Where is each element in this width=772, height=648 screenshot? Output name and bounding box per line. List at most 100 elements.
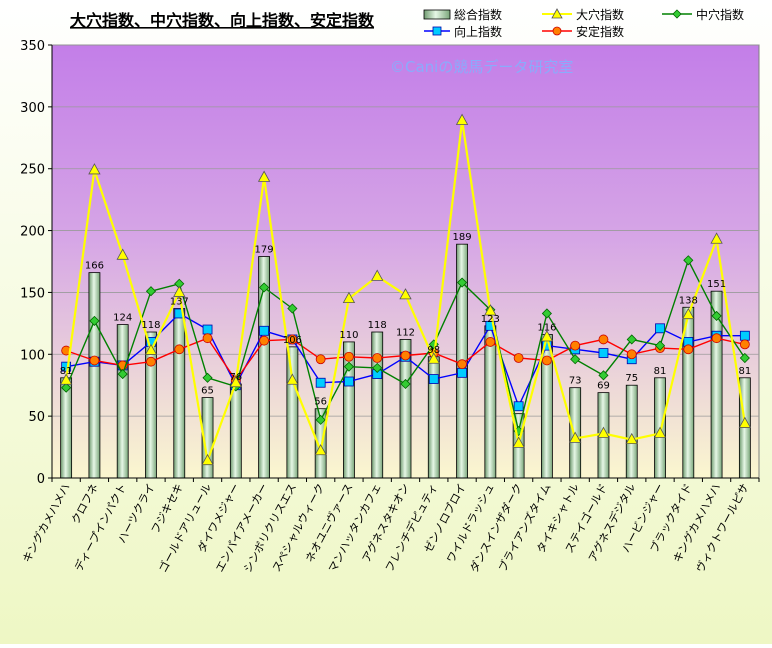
data-point — [739, 330, 750, 341]
data-point — [513, 353, 524, 363]
y-tick-label: 150 — [20, 286, 45, 301]
bar-data-label: 118 — [141, 320, 160, 331]
legend-item-antei: 安定指数 — [542, 24, 624, 39]
data-point — [202, 333, 213, 344]
data-point — [456, 277, 468, 288]
data-point — [400, 350, 411, 361]
data-point — [683, 344, 694, 355]
data-point — [144, 343, 158, 355]
legend-item-chuana: 中穴指数 — [662, 7, 744, 22]
y-tick-label: 300 — [20, 101, 45, 116]
data-point — [201, 453, 214, 466]
data-point — [117, 369, 128, 380]
data-point — [654, 340, 666, 351]
data-point — [315, 414, 326, 425]
data-point — [653, 426, 667, 438]
bar-data-label: 118 — [368, 320, 387, 331]
data-point — [540, 330, 554, 342]
data-point — [202, 324, 213, 335]
bar-data-label: 81 — [654, 366, 667, 377]
data-point — [400, 378, 411, 390]
bar-data-label: 56 — [314, 397, 327, 408]
data-point — [598, 348, 609, 358]
bar-data-label: 73 — [569, 376, 582, 387]
legend-label-kojo: 向上指数 — [454, 24, 502, 39]
chart-title: 大穴指数、中穴指数、向上指数、安定指数 — [70, 11, 375, 30]
bar-data-labels: 81 166 124 118 137 65 76 179 106 56 110 118 112 98 189… — [60, 232, 751, 408]
bar-data-label: 166 — [85, 261, 104, 272]
data-point — [372, 353, 383, 363]
y-tick-label: 0 — [37, 472, 45, 487]
data-point — [259, 325, 270, 336]
data-point — [287, 334, 298, 345]
data-point — [484, 304, 497, 316]
y-tick-label: 350 — [20, 39, 45, 54]
data-point — [89, 315, 100, 326]
bar-data-label: 138 — [679, 295, 698, 306]
bar-data-label: 151 — [707, 279, 726, 290]
data-point — [286, 373, 299, 385]
bar-data-label: 75 — [625, 373, 638, 384]
bar-data-label: 69 — [597, 381, 610, 392]
bar-data-label: 106 — [283, 335, 302, 346]
data-point — [683, 255, 694, 266]
data-point — [626, 349, 637, 360]
bar-data-label: 81 — [60, 366, 73, 377]
legend-item-kojo: 向上指数 — [424, 24, 502, 39]
data-point — [257, 170, 271, 182]
data-point — [315, 377, 326, 388]
y-axis: 0 50 100 150 200 250 300 350 — [20, 39, 53, 487]
bar-data-label: 137 — [170, 297, 189, 308]
data-point — [372, 362, 383, 373]
bar-data-label: 124 — [113, 313, 132, 324]
data-point — [570, 340, 581, 351]
data-point — [344, 351, 354, 362]
data-point — [626, 334, 637, 345]
data-point — [738, 416, 752, 428]
bar — [484, 325, 497, 479]
data-point — [146, 356, 156, 367]
data-point — [145, 286, 157, 297]
data-point — [513, 401, 524, 412]
data-point — [89, 355, 100, 366]
legend-label-total: 総合指数 — [454, 7, 502, 22]
legend: 総合指数 大穴指数 中穴指数 向上指数 安定指数 — [423, 7, 744, 39]
data-point — [598, 370, 609, 381]
bar — [173, 308, 186, 479]
bar-data-label: 65 — [201, 386, 214, 397]
legend-swatch-total — [423, 9, 451, 20]
bar-data-label: 189 — [453, 232, 472, 243]
bar-data-label: 179 — [255, 245, 274, 256]
data-point — [739, 339, 750, 350]
y-tick-label: 50 — [28, 410, 45, 425]
data-point — [711, 310, 722, 321]
bar-data-label: 112 — [396, 327, 415, 338]
legend-item-oana: 大穴指数 — [542, 7, 624, 22]
data-point — [371, 269, 384, 281]
data-point — [655, 323, 665, 334]
data-point — [174, 344, 185, 355]
bar — [286, 346, 299, 479]
legend-label-antei: 安定指数 — [576, 24, 624, 39]
data-point — [485, 337, 496, 347]
bar-data-label: 76 — [229, 372, 242, 383]
data-point — [455, 113, 469, 125]
data-point — [570, 354, 581, 365]
data-point — [682, 307, 695, 320]
legend-label-chuana: 中穴指数 — [696, 7, 744, 22]
legend-marker-chuana — [672, 9, 682, 19]
bar-data-label: 98 — [427, 345, 440, 356]
data-point — [399, 288, 412, 300]
data-point — [457, 359, 467, 370]
data-point — [229, 375, 242, 388]
data-point — [598, 334, 609, 345]
legend-item-total: 総合指数 — [423, 7, 502, 22]
legend-marker-oana — [551, 8, 563, 19]
data-point — [259, 335, 270, 346]
y-tick-label: 100 — [20, 348, 45, 363]
data-point — [457, 367, 467, 378]
y-tick-label: 250 — [20, 163, 45, 178]
legend-label-oana: 大穴指数 — [576, 7, 624, 22]
